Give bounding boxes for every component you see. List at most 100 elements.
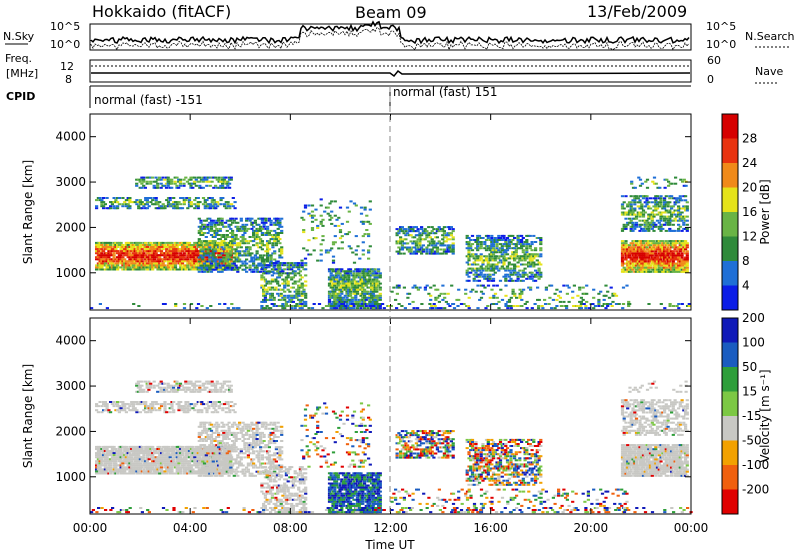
scatter-cell — [154, 177, 157, 179]
scatter-cell — [585, 285, 588, 287]
scatter-cell — [631, 242, 634, 244]
scatter-cell — [203, 271, 206, 273]
scatter-cell — [544, 303, 547, 305]
scatter-cell — [365, 229, 368, 231]
scatter-cell — [158, 256, 161, 258]
scatter-cell — [646, 187, 649, 189]
scatter-cell — [529, 287, 532, 289]
scatter-cell — [488, 249, 491, 251]
scatter-cell — [198, 269, 201, 271]
scatter-cell — [526, 307, 529, 309]
scatter-cell — [415, 226, 418, 228]
scatter-cell — [259, 226, 262, 228]
scatter-cell — [214, 207, 217, 209]
scatter-cell — [206, 307, 209, 309]
scatter-cell — [266, 250, 269, 252]
scatter-cell — [221, 218, 224, 220]
scatter-cell — [369, 209, 372, 211]
scatter-cell — [193, 264, 196, 266]
scatter-cell — [445, 253, 448, 255]
scatter-cell — [121, 205, 124, 207]
scatter-cell — [226, 234, 229, 236]
scatter-cell — [311, 221, 314, 223]
scatter-cell — [114, 462, 117, 464]
scatter-cell — [580, 307, 583, 309]
scatter-cell — [127, 203, 130, 205]
scatter-cell — [659, 259, 662, 261]
scatter-cell — [201, 234, 204, 236]
scatter-cell — [332, 256, 335, 258]
scatter-cell — [686, 267, 689, 269]
scatter-cell — [339, 307, 342, 309]
scatter-cell — [399, 228, 402, 230]
colorbar-swatch — [722, 261, 738, 286]
scatter-cell — [490, 289, 493, 291]
scatter-cell — [245, 224, 248, 226]
scatter-cell — [668, 210, 671, 212]
scatter-cell — [261, 228, 264, 230]
scatter-cell — [426, 285, 429, 287]
scatter-cell — [633, 199, 636, 201]
scatter-cell — [238, 252, 241, 254]
scatter-cell — [128, 197, 131, 199]
scatter-cell — [363, 276, 366, 278]
scatter-cell — [216, 201, 219, 203]
scatter-cell — [559, 301, 562, 303]
scatter-cell — [364, 233, 367, 235]
scatter-cell — [499, 251, 502, 253]
scatter-cell — [205, 179, 208, 181]
scatter-cell — [686, 246, 689, 248]
scatter-cell — [252, 269, 255, 271]
scatter-cell — [116, 269, 119, 271]
scatter-cell — [275, 244, 278, 246]
scatter-cell — [630, 201, 633, 203]
scatter-cell — [525, 257, 528, 259]
scatter-cell — [425, 253, 428, 255]
scatter-cell — [294, 283, 297, 285]
scatter-cell — [215, 228, 218, 230]
scatter-cell — [659, 218, 662, 220]
scatter-cell — [260, 268, 263, 270]
scatter-cell — [332, 262, 335, 264]
scatter-cell — [250, 228, 253, 230]
scatter-cell — [639, 179, 642, 181]
scatter-cell — [395, 307, 398, 309]
scatter-cell — [186, 258, 189, 260]
scatter-cell — [559, 297, 562, 299]
scatter-cell — [223, 179, 226, 181]
scatter-cell — [199, 226, 202, 228]
scatter-cell — [301, 293, 304, 295]
scatter-cell — [356, 293, 359, 295]
scatter-cell — [663, 208, 666, 210]
scatter-cell — [261, 240, 264, 242]
scatter-cell — [120, 242, 123, 244]
scatter-cell — [127, 244, 130, 246]
scatter-cell — [677, 210, 680, 212]
scatter-cell — [214, 236, 217, 238]
scatter-cell — [218, 177, 221, 179]
scatter-cell — [467, 305, 470, 307]
scatter-cell — [158, 201, 161, 203]
scatter-cell — [522, 270, 525, 272]
scatter-cell — [235, 265, 238, 267]
scatter-cell — [333, 285, 336, 287]
scatter-cell — [527, 243, 530, 245]
scatter-cell — [215, 267, 218, 269]
scatter-cell — [266, 261, 269, 263]
scatter-cell — [217, 224, 220, 226]
scatter-cell — [281, 289, 284, 291]
scatter-cell — [271, 281, 274, 283]
scatter-cell — [249, 248, 252, 250]
scatter-cell — [497, 262, 500, 264]
scatter-cell — [404, 228, 407, 230]
scatter-cell — [597, 303, 600, 305]
scatter-cell — [520, 293, 523, 295]
scatter-cell — [654, 205, 657, 207]
scatter-cell — [174, 303, 177, 305]
scatter-cell — [654, 224, 657, 226]
scatter-cell — [125, 454, 128, 456]
scatter-cell — [141, 466, 144, 468]
scatter-cell — [176, 254, 179, 256]
scatter-cell — [301, 283, 304, 285]
scatter-cell — [212, 242, 215, 244]
